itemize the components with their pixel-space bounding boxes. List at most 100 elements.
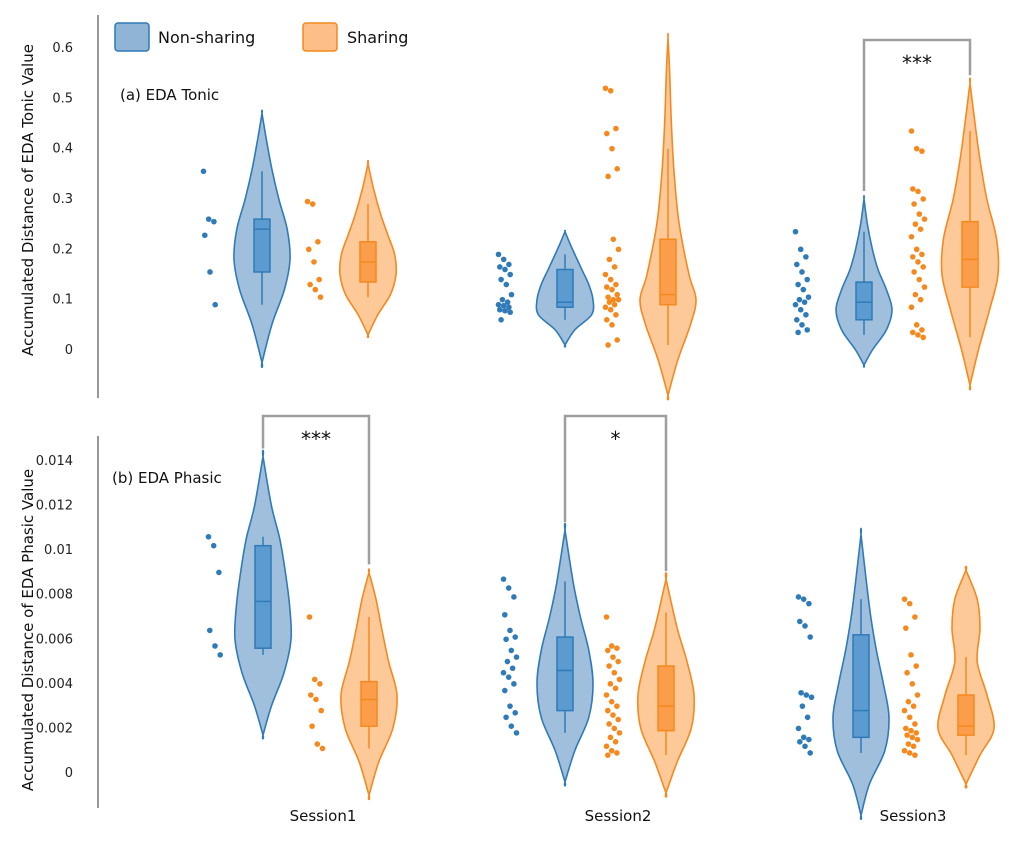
significance-label: *** bbox=[902, 51, 932, 75]
data-point-sharing bbox=[911, 269, 917, 275]
data-point-non-sharing bbox=[511, 681, 517, 687]
panel-a-label: (a) EDA Tonic bbox=[120, 86, 219, 104]
data-point-sharing bbox=[318, 707, 325, 714]
data-point-non-sharing bbox=[502, 687, 508, 694]
box-non-sharing-session1 bbox=[253, 218, 271, 273]
data-point-non-sharing bbox=[513, 730, 520, 736]
data-point-sharing bbox=[603, 614, 610, 620]
data-point-sharing bbox=[614, 337, 620, 343]
data-point-non-sharing bbox=[495, 301, 502, 308]
data-point-sharing bbox=[610, 654, 616, 660]
data-point-non-sharing bbox=[216, 569, 222, 576]
data-point-sharing bbox=[917, 226, 924, 232]
data-point-sharing bbox=[606, 299, 613, 305]
data-point-sharing bbox=[614, 645, 620, 651]
y-tick-label: 0.01 bbox=[44, 543, 73, 558]
data-point-sharing bbox=[910, 329, 916, 336]
data-point-non-sharing bbox=[799, 269, 805, 275]
data-point-non-sharing bbox=[508, 291, 515, 298]
data-point-non-sharing bbox=[807, 634, 813, 640]
legend: Non-sharing Sharing bbox=[114, 22, 408, 52]
data-point-sharing bbox=[606, 663, 612, 669]
data-point-non-sharing bbox=[802, 743, 808, 750]
data-point-sharing bbox=[913, 663, 919, 669]
data-point-non-sharing bbox=[794, 261, 800, 268]
x-label-session1: Session1 bbox=[290, 807, 357, 825]
data-point-non-sharing bbox=[217, 652, 223, 658]
data-point-non-sharing bbox=[797, 618, 803, 625]
data-point-sharing bbox=[312, 286, 319, 293]
y-tick-label: 0.008 bbox=[36, 588, 73, 603]
data-point-sharing bbox=[604, 284, 610, 290]
data-point-sharing bbox=[906, 600, 913, 607]
data-point-sharing bbox=[306, 614, 313, 620]
data-point-sharing bbox=[607, 87, 614, 94]
data-point-sharing bbox=[921, 216, 928, 222]
data-point-non-sharing bbox=[207, 269, 213, 275]
data-point-sharing bbox=[603, 743, 610, 750]
box-sharing-session2 bbox=[659, 238, 677, 306]
legend-label-sharing: Sharing bbox=[347, 28, 408, 47]
data-point-non-sharing bbox=[795, 281, 801, 288]
data-point-sharing bbox=[909, 681, 916, 687]
significance-bracket bbox=[261, 414, 371, 565]
data-point-sharing bbox=[919, 327, 925, 333]
data-point-non-sharing bbox=[205, 216, 212, 222]
data-point-sharing bbox=[610, 236, 617, 243]
significance-bracket bbox=[862, 38, 972, 191]
data-point-sharing bbox=[905, 741, 912, 747]
data-point-non-sharing bbox=[507, 271, 513, 278]
data-point-sharing bbox=[913, 246, 920, 253]
data-point-sharing bbox=[903, 725, 909, 732]
y-tick-label: 0.1 bbox=[52, 293, 73, 308]
y-tick-label: 0.002 bbox=[36, 721, 73, 736]
data-point-sharing bbox=[608, 747, 615, 754]
data-point-non-sharing bbox=[803, 692, 810, 698]
data-point-sharing bbox=[605, 294, 611, 300]
data-point-non-sharing bbox=[207, 627, 213, 634]
y-tick-label: 0.012 bbox=[36, 499, 73, 514]
data-point-sharing bbox=[610, 712, 616, 718]
data-point-sharing bbox=[609, 286, 615, 293]
data-point-sharing bbox=[615, 716, 621, 723]
data-point-sharing bbox=[614, 750, 620, 756]
data-point-sharing bbox=[611, 264, 618, 270]
data-point-sharing bbox=[314, 741, 321, 747]
data-point-sharing bbox=[611, 301, 618, 308]
data-point-sharing bbox=[614, 291, 620, 298]
data-point-sharing bbox=[319, 745, 326, 752]
data-point-non-sharing bbox=[504, 299, 511, 305]
x-label-session3: Session3 bbox=[880, 807, 947, 825]
data-point-sharing bbox=[613, 125, 619, 132]
data-point-non-sharing bbox=[800, 596, 807, 602]
data-point-sharing bbox=[901, 747, 908, 754]
data-point-sharing bbox=[316, 276, 323, 283]
data-point-sharing bbox=[912, 752, 918, 758]
data-point-non-sharing bbox=[503, 714, 509, 721]
data-point-non-sharing bbox=[795, 725, 802, 732]
data-point-sharing bbox=[611, 669, 618, 676]
data-point-non-sharing bbox=[498, 317, 504, 323]
data-point-sharing bbox=[613, 281, 619, 288]
data-point-sharing bbox=[917, 296, 924, 303]
significance-bracket bbox=[563, 414, 668, 572]
data-point-sharing bbox=[908, 652, 914, 658]
data-point-sharing bbox=[605, 342, 611, 348]
data-point-sharing bbox=[911, 201, 917, 207]
data-point-non-sharing bbox=[800, 286, 807, 293]
data-point-non-sharing bbox=[805, 294, 812, 300]
data-point-non-sharing bbox=[202, 232, 208, 239]
x-label-session2: Session2 bbox=[585, 807, 652, 825]
panel-eda-tonic: Accumulated Distance of EDA Tonic Value … bbox=[19, 15, 1000, 401]
data-point-non-sharing bbox=[797, 739, 803, 745]
data-point-sharing bbox=[606, 256, 613, 263]
data-point-non-sharing bbox=[497, 264, 503, 270]
data-point-sharing bbox=[906, 714, 913, 721]
significance-label: *** bbox=[301, 427, 331, 451]
data-point-sharing bbox=[602, 271, 609, 278]
data-point-sharing bbox=[612, 739, 619, 745]
data-point-non-sharing bbox=[797, 306, 804, 313]
data-point-sharing bbox=[607, 306, 614, 313]
data-point-non-sharing bbox=[507, 703, 513, 709]
